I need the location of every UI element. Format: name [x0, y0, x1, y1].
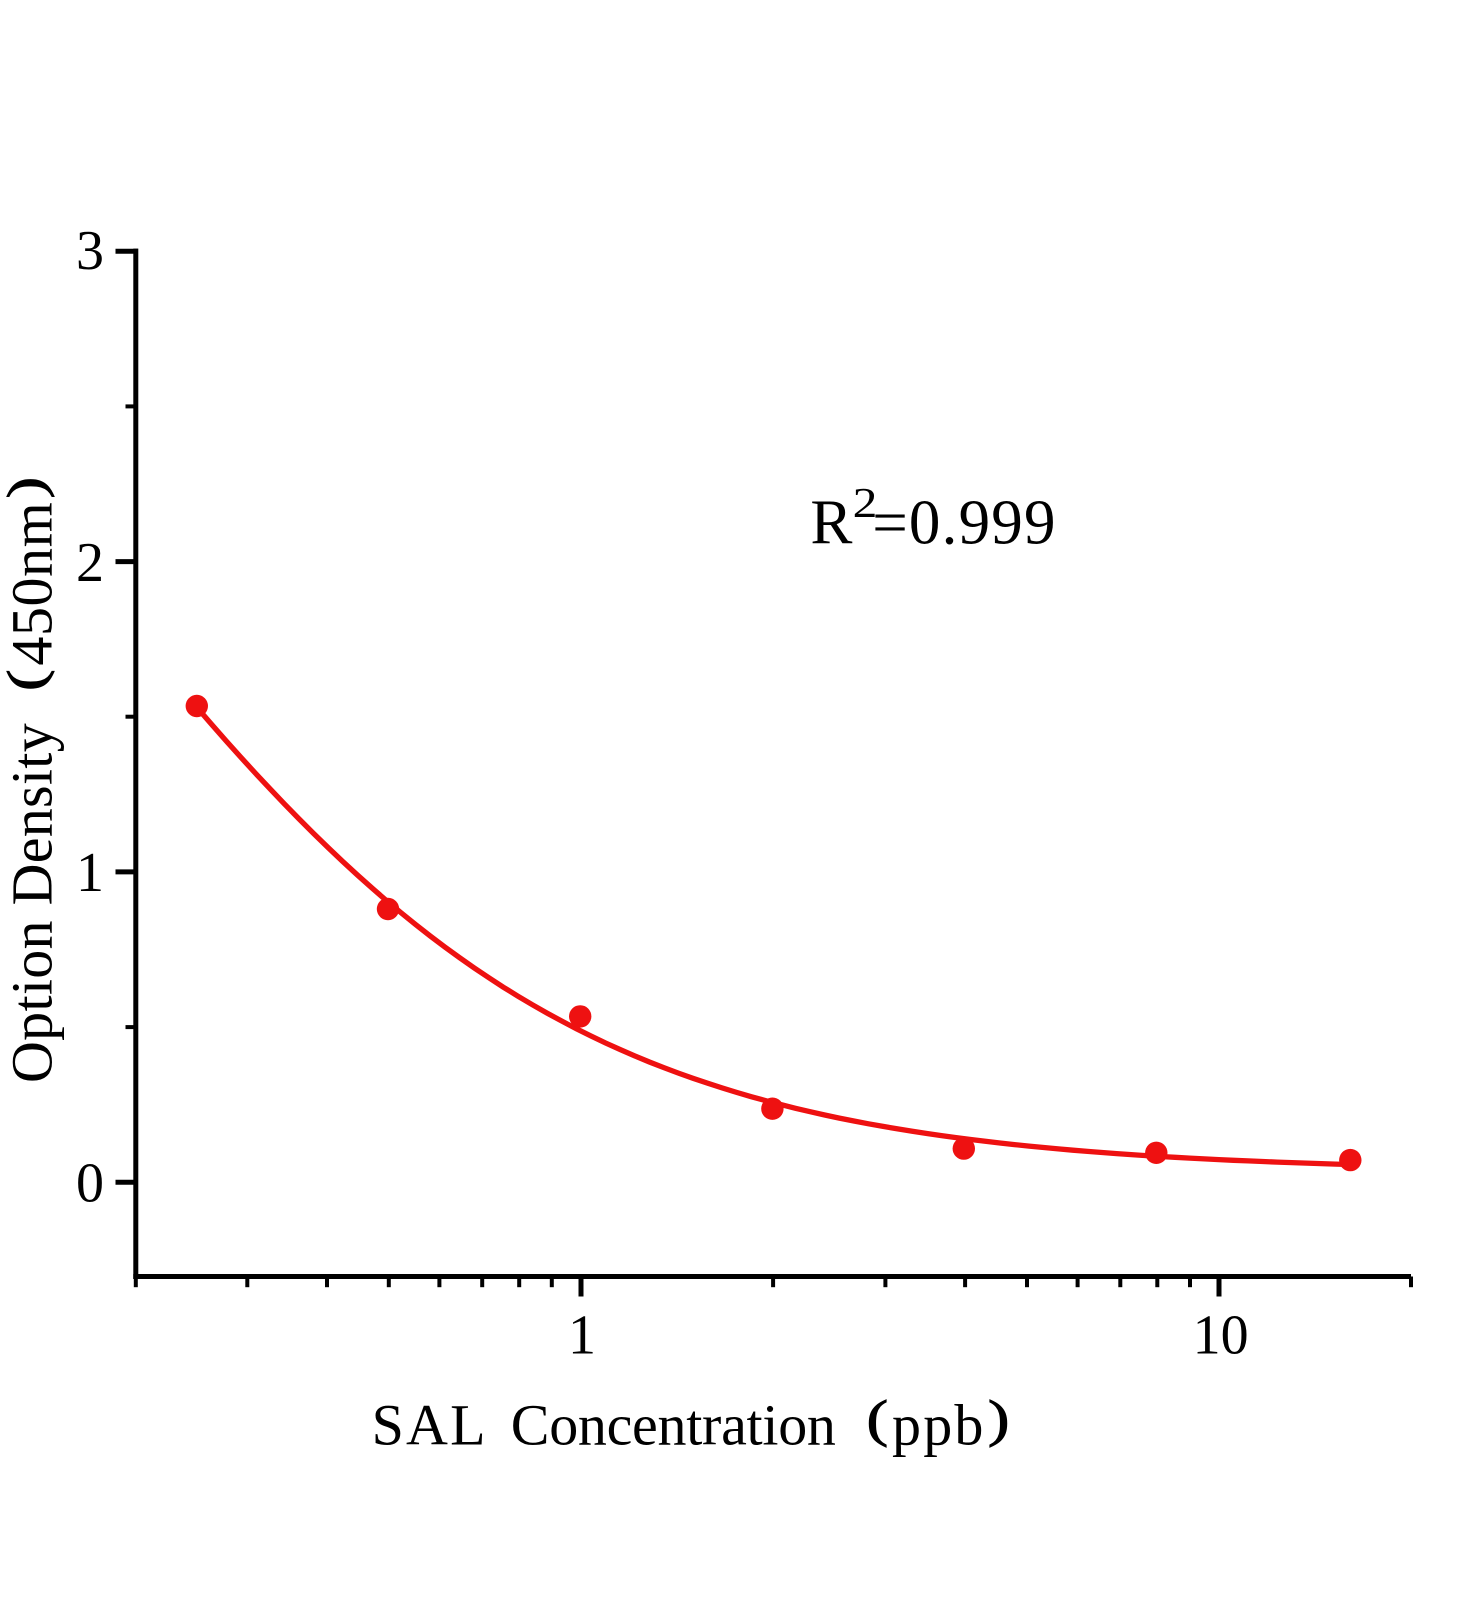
- svg-text:Option Density: Option Density: [0, 723, 65, 1083]
- svg-text:): ): [0, 477, 55, 499]
- svg-text:450nm: 450nm: [0, 502, 65, 665]
- svg-text:3: 3: [76, 220, 104, 282]
- svg-text:SAL: SAL: [372, 1392, 486, 1457]
- svg-text:ppb: ppb: [892, 1392, 983, 1457]
- svg-text:(: (: [0, 669, 55, 691]
- svg-text:1: 1: [76, 842, 104, 904]
- svg-text:2: 2: [76, 532, 104, 594]
- svg-text:Concentration: Concentration: [511, 1392, 836, 1457]
- svg-text:10: 10: [1193, 1305, 1249, 1367]
- svg-text:(: (: [867, 1390, 889, 1447]
- svg-text:): ): [988, 1390, 1010, 1447]
- svg-text:2: 2: [853, 480, 878, 527]
- svg-text:1: 1: [568, 1305, 596, 1367]
- svg-text:R: R: [810, 488, 852, 558]
- svg-text:0: 0: [76, 1153, 104, 1215]
- svg-text:=0.999: =0.999: [872, 488, 1055, 558]
